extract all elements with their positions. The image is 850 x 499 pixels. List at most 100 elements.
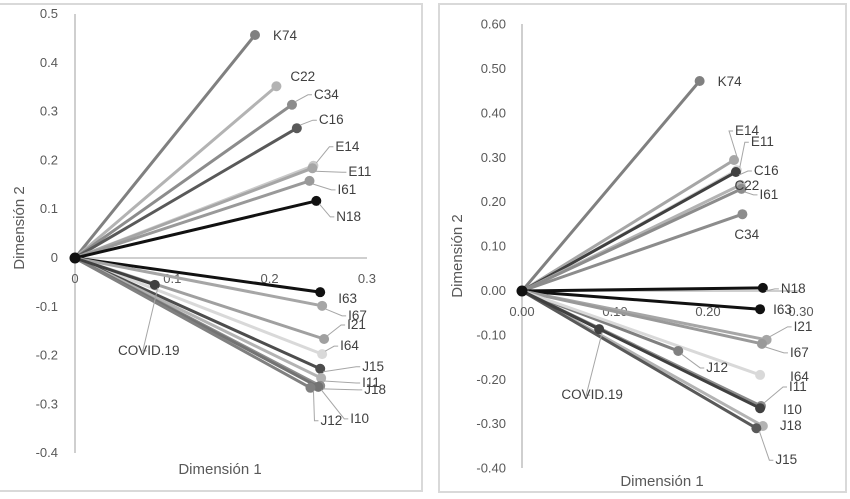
point-label: N18 [781, 281, 806, 296]
y-tick-label: -0.3 [36, 396, 58, 411]
point-label: E14 [735, 123, 760, 138]
point-label: N18 [336, 209, 361, 224]
point-label: J18 [364, 382, 386, 397]
y-tick-label: 0.10 [481, 239, 506, 254]
label-leader-line [765, 288, 779, 292]
vector-line-c22 [73, 84, 278, 260]
y-tick-label: -0.10 [476, 327, 506, 342]
point-label: C34 [734, 227, 759, 242]
vector-line-i61 [73, 179, 311, 260]
y-tick-label: 0.4 [40, 55, 58, 70]
data-point-j12 [305, 382, 316, 393]
vector-line-n18 [73, 199, 318, 260]
data-point-c22 [271, 81, 282, 92]
vector-line-i64 [520, 289, 762, 377]
vector-line-i63 [73, 256, 322, 294]
point-label: I63 [773, 302, 792, 317]
label-leader-line [324, 308, 347, 317]
vector-line-c16 [520, 170, 738, 293]
point-label: C34 [314, 87, 339, 102]
data-point-i64 [755, 369, 766, 380]
data-point-i10 [755, 403, 766, 414]
data-point-i61 [736, 183, 747, 194]
label-leader-line [763, 386, 788, 404]
vector-line-i64 [73, 256, 324, 356]
y-axis-title: Dimensión 2 [449, 214, 466, 297]
label-leader-line [769, 326, 792, 338]
data-point-k74 [694, 75, 705, 86]
vector-line-i67 [520, 289, 764, 346]
y-tick-label: -0.4 [36, 445, 58, 460]
data-point-i64 [317, 349, 328, 360]
vector-line-e11 [73, 166, 314, 260]
y-tick-label: 0.1 [40, 201, 58, 216]
chart-right: 0.600.500.400.300.200.100.00-0.10-0.20-0… [449, 17, 814, 490]
chart-left: 0.50.40.30.20.10-0.1-0.2-0.3-0.40 0.1 0.2 0… [11, 6, 386, 478]
x-axis-title: Dimensión 1 [620, 473, 703, 490]
vector-line-c16 [73, 126, 299, 260]
label-leader-line [324, 380, 361, 384]
origin-point [516, 285, 528, 297]
vector-line-i61 [520, 187, 743, 293]
chart-panel-left [0, 3, 423, 492]
y-tick-label: 0.60 [481, 17, 506, 32]
label-leader-line [758, 431, 774, 461]
point-label: E11 [751, 134, 774, 149]
x-tick-label: 0 [71, 271, 78, 286]
x-tick-label: 0.3 [358, 271, 376, 286]
label-leader-line [744, 191, 758, 196]
y-tick-label: -0.40 [476, 461, 506, 476]
data-point-n18 [311, 195, 322, 206]
y-tick-label: 0.3 [40, 104, 58, 119]
point-label: COVID.19 [561, 387, 623, 402]
point-label: K74 [273, 28, 298, 43]
origin-point [69, 252, 81, 264]
data-point-i63 [315, 287, 326, 298]
label-leader-line [764, 346, 788, 354]
label-leader-line [739, 141, 749, 168]
y-tick-label: 0.30 [481, 150, 506, 165]
data-point-e11 [307, 163, 318, 174]
y-tick-label: -0.30 [476, 416, 506, 431]
point-label: J15 [362, 359, 384, 374]
vector-line-covid-19 [73, 256, 157, 287]
label-leader-line [315, 146, 334, 164]
point-label: I64 [790, 369, 809, 384]
label-leader-line [324, 345, 339, 352]
data-point-j15 [315, 363, 326, 374]
data-point-c16 [730, 167, 741, 178]
y-tick-label: -0.2 [36, 348, 58, 363]
vector-line-c34 [520, 212, 744, 293]
vector-line-e14 [520, 158, 736, 293]
x-tick-label: 0.2 [261, 271, 279, 286]
point-label: I10 [350, 411, 369, 426]
vector-line-covid-19 [520, 289, 601, 331]
label-leader-line [312, 183, 336, 191]
point-label: J12 [320, 413, 342, 428]
vector-line-i63 [520, 289, 762, 311]
vector-line-c34 [73, 103, 294, 260]
point-label: I63 [338, 291, 357, 306]
point-label: I11 [789, 379, 807, 394]
data-point-covid-19 [149, 279, 160, 290]
data-point-i21 [319, 334, 330, 345]
point-label: C22 [290, 69, 315, 84]
vector-line-n18 [520, 286, 765, 293]
point-label: J15 [775, 452, 797, 467]
label-leader-line [585, 332, 603, 396]
y-tick-label: 0.2 [40, 152, 58, 167]
vector-line-j15 [520, 289, 758, 430]
x-tick-label: 0.20 [695, 304, 720, 319]
point-label: C16 [754, 163, 779, 178]
point-label: I21 [794, 319, 813, 334]
point-label: I11 [362, 375, 380, 390]
data-point-e14 [729, 155, 740, 166]
label-leader-line [323, 388, 363, 391]
point-label: K74 [718, 74, 743, 89]
data-point-i61 [304, 175, 315, 186]
y-tick-label: 0.50 [481, 61, 506, 76]
point-label: J18 [780, 418, 802, 433]
vector-line-k74 [73, 33, 257, 260]
vector-line-i67 [73, 256, 324, 308]
